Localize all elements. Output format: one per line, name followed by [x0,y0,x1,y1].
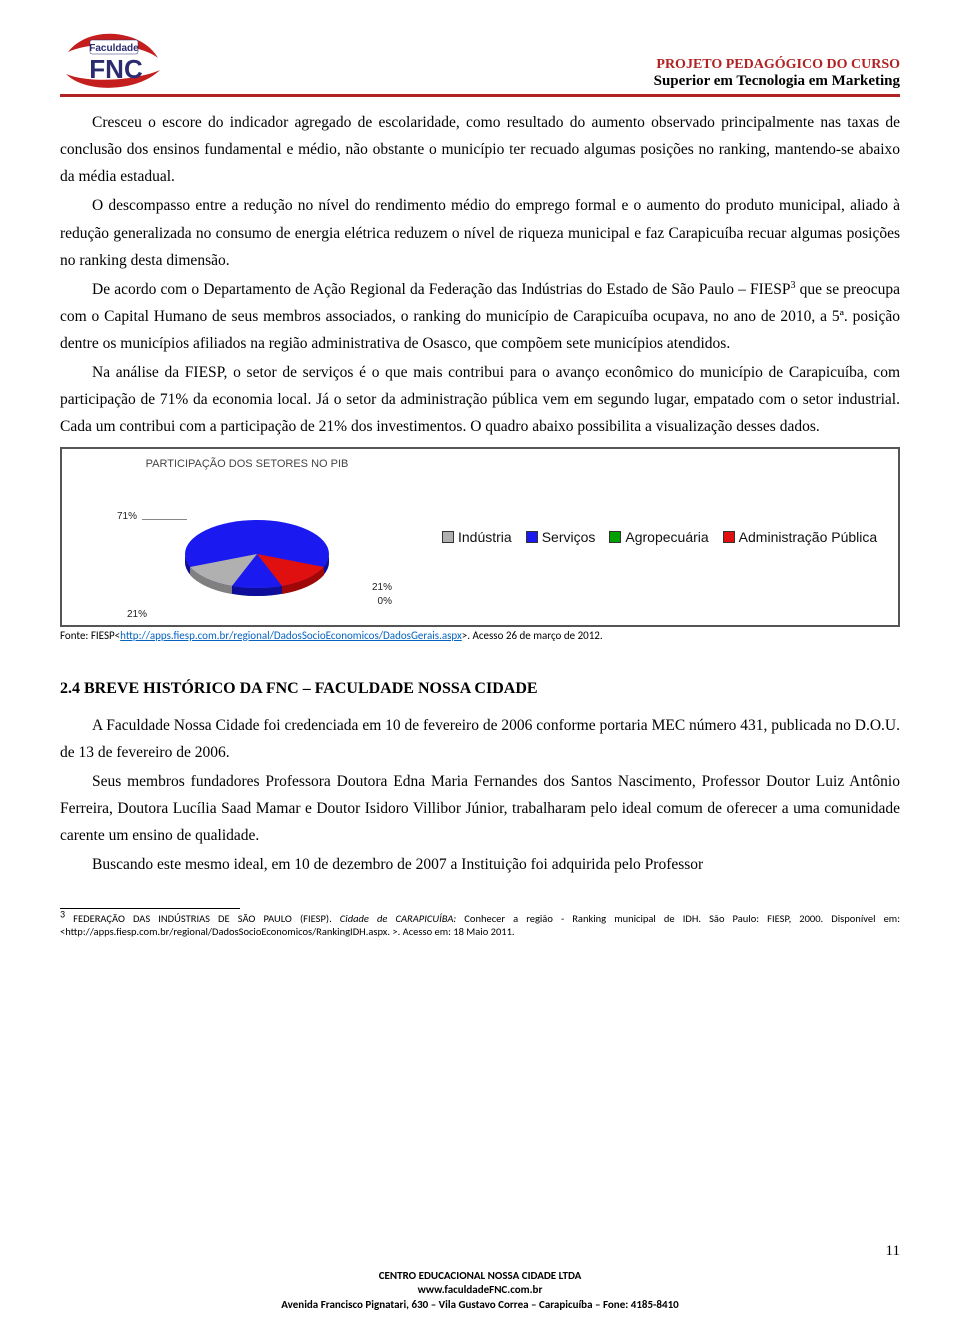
swatch-admpub [723,531,735,543]
source-suffix: >. Acesso 26 de março de 2012. [462,629,603,642]
paragraph-2: O descompasso entre a redução no nível d… [60,192,900,273]
chart-area: PARTICIPAÇÃO DOS SETORES NO PIB 71% 2 [62,449,432,625]
leader-line-71 [142,519,187,520]
section-heading: 2.4 BREVE HISTÓRICO DA FNC – FACULDADE N… [60,680,900,698]
pie-chart [172,504,342,604]
footnote-text-a: FEDERAÇÃO DAS INDÚSTRIAS DE SÃO PAULO (F… [65,912,340,925]
footer-line-2: www.faculdadeFNC.com.br [0,1283,960,1297]
logo-main-text: FNC [89,54,143,84]
header-project-line: PROJETO PEDAGÓGICO DO CURSO [654,57,900,73]
source-link[interactable]: http://apps.fiesp.com.br/regional/DadosS… [120,629,462,642]
header-course-line: Superior em Tecnologia em Marketing [654,73,900,90]
paragraph-3: De acordo com o Departamento de Ação Reg… [60,276,900,357]
p3-part-a: De acordo com o Departamento de Ação Reg… [92,281,791,298]
legend-item-servicos: Serviços [526,529,596,545]
footnote-rule [60,908,240,909]
paragraph-4: Na análise da FIESP, o setor de serviços… [60,359,900,440]
footer-line-3: Avenida Francisco Pignatari, 630 – Vila … [0,1298,960,1312]
chart-source: Fonte: FIESP<http://apps.fiesp.com.br/re… [60,629,900,642]
logo-top-text: Faculdade [89,43,139,54]
chart-title: PARTICIPAÇÃO DOS SETORES NO PIB [62,457,432,471]
slice-label-0: 0% [378,596,392,607]
footnote-italic: Cidade de CARAPICUÍBA: [340,912,456,925]
legend-item-industria: Indústria [442,529,512,545]
footer-line-1: CENTRO EDUCACIONAL NOSSA CIDADE LTDA [0,1269,960,1283]
slice-label-71: 71% [117,511,137,522]
fnc-logo-icon: Faculdade FNC [60,30,170,90]
pib-chart-frame: PARTICIPAÇÃO DOS SETORES NO PIB 71% 2 [60,447,900,627]
section-p2: Seus membros fundadores Professora Douto… [60,768,900,849]
footnote-3: 3 FEDERAÇÃO DAS INDÚSTRIAS DE SÃO PAULO … [60,912,900,938]
page-number: 11 [886,1243,900,1260]
swatch-agropecuaria [609,531,621,543]
legend-item-agropecuaria: Agropecuária [609,529,708,545]
swatch-industria [442,531,454,543]
source-prefix: Fonte: FIESP< [60,629,120,642]
section-p3: Buscando este mesmo ideal, em 10 de deze… [60,851,900,878]
header-titles: PROJETO PEDAGÓGICO DO CURSO Superior em … [654,57,900,90]
slice-label-21b: 21% [127,609,147,620]
page-header: Faculdade FNC PROJETO PEDAGÓGICO DO CURS… [60,30,900,90]
swatch-servicos [526,531,538,543]
section-p1: A Faculdade Nossa Cidade foi credenciada… [60,712,900,766]
header-rule [60,94,900,97]
page-footer: CENTRO EDUCACIONAL NOSSA CIDADE LTDA www… [0,1269,960,1312]
logo: Faculdade FNC [60,30,170,90]
paragraph-1: Cresceu o escore do indicador agregado d… [60,109,900,190]
slice-label-21a: 21% [372,582,392,593]
chart-legend: Indústria Serviços Agropecuária Administ… [432,529,898,545]
legend-item-admpub: Administração Pública [723,529,878,545]
